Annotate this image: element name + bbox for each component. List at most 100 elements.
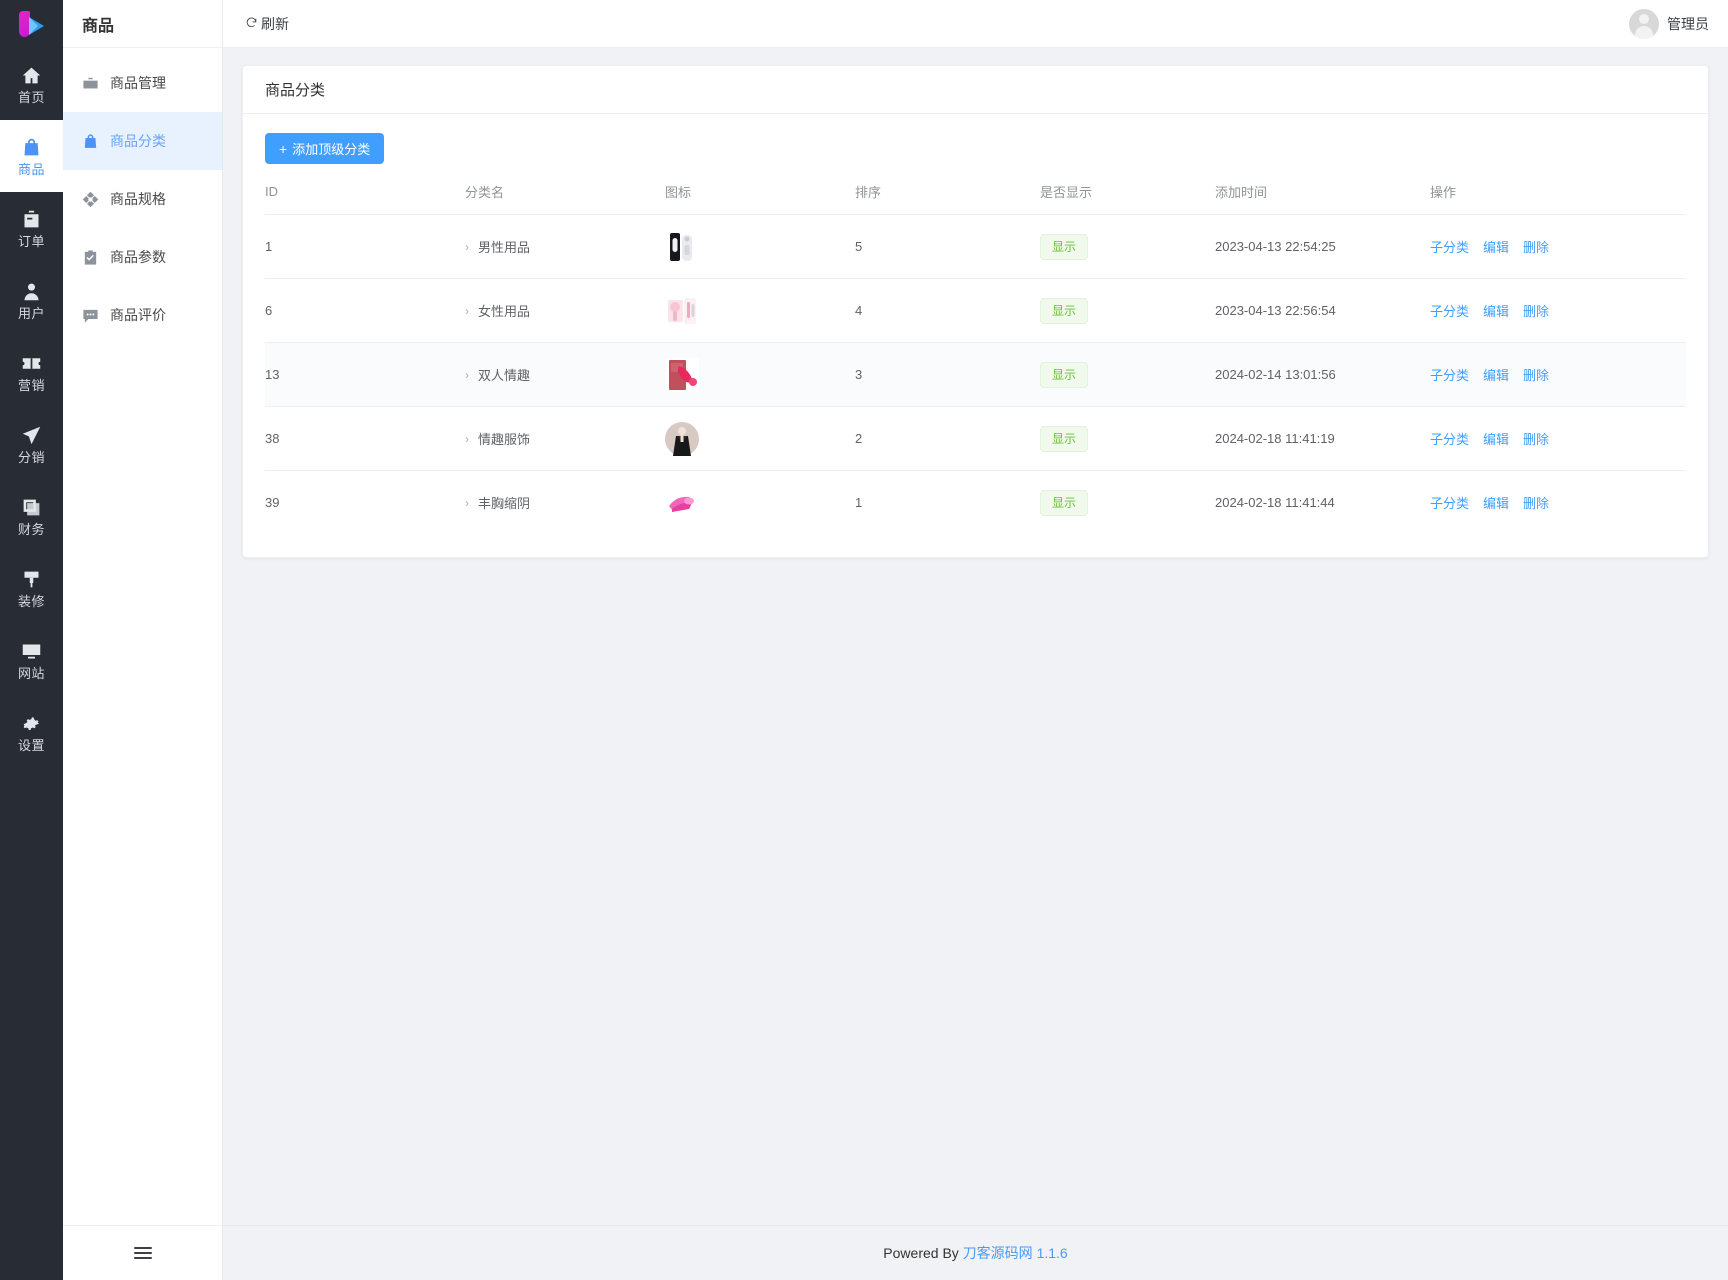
cell-sort: 4 <box>855 278 1040 343</box>
delete-link[interactable]: 删除 <box>1523 432 1550 447</box>
delete-link[interactable]: 删除 <box>1523 240 1550 255</box>
chevron-right-icon[interactable]: › <box>465 495 469 510</box>
refresh-icon <box>245 16 258 32</box>
sidebar-collapse-button[interactable] <box>63 1225 222 1280</box>
rail-item-label: 财务 <box>17 521 45 537</box>
rail-item-orders[interactable]: 订单 <box>0 192 63 264</box>
cell-visible: 显示 <box>1040 278 1215 343</box>
edit-link[interactable]: 编辑 <box>1483 432 1510 447</box>
rail-item-decoration[interactable]: 装修 <box>0 552 63 624</box>
column-header-actions: 操作 <box>1430 182 1686 215</box>
cell-name: › 情趣服饰 <box>465 406 665 471</box>
subcategory-link[interactable]: 子分类 <box>1430 304 1470 319</box>
category-name: 女性用品 <box>478 304 531 319</box>
app-logo[interactable] <box>0 0 63 48</box>
subcategory-link[interactable]: 子分类 <box>1430 432 1470 447</box>
status-badge: 显示 <box>1040 489 1089 516</box>
cell-sort: 1 <box>855 495 863 511</box>
cell-visible: 显示 <box>1040 214 1215 279</box>
cell-sort: 5 <box>855 214 1040 279</box>
category-name: 男性用品 <box>478 240 531 255</box>
logo-bar-shape <box>18 11 30 37</box>
subcategory-link[interactable]: 子分类 <box>1430 368 1470 383</box>
delete-link[interactable]: 删除 <box>1523 496 1550 512</box>
spec-icon <box>82 191 99 208</box>
cell-id: 38 <box>265 406 465 471</box>
delete-link[interactable]: 删除 <box>1523 304 1550 319</box>
sidebar-item-goods-params[interactable]: 商品参数 <box>63 228 222 286</box>
user-menu[interactable]: 管理员 <box>1629 8 1709 39</box>
table-body: 1 › 男性用品 <box>265 214 1686 535</box>
sidebar-item-goods-category[interactable]: 商品分类 <box>63 112 222 170</box>
table-row: 1 › 男性用品 <box>265 214 1686 279</box>
card-body: + 添加顶级分类 ID 分类名 图标 排序 是否显示 添加时间 <box>243 114 1708 557</box>
rail-item-goods[interactable]: 商品 <box>0 120 63 192</box>
category-card: 商品分类 + 添加顶级分类 ID 分类名 图标 排序 <box>242 65 1709 558</box>
rail-item-finance[interactable]: 财务 <box>0 480 63 552</box>
sidebar-item-goods-reviews[interactable]: 商品评价 <box>63 286 222 344</box>
footer-version: 1.1.6 <box>1036 1245 1068 1261</box>
cell-created: 2024-02-18 11:41:44 <box>1215 495 1335 511</box>
cell-icon <box>665 471 855 535</box>
chevron-right-icon[interactable]: › <box>465 431 469 446</box>
footer-link[interactable]: 刀客源码网 <box>962 1245 1033 1261</box>
chevron-right-icon[interactable]: › <box>465 367 469 382</box>
cell-actions: 子分类 编辑 删除 <box>1430 214 1686 279</box>
hamburger-icon <box>133 1247 152 1259</box>
cell-name: › 双人情趣 <box>465 342 665 407</box>
cell-id: 39 <box>265 495 280 511</box>
content-area: 商品分类 + 添加顶级分类 ID 分类名 图标 排序 <box>223 48 1728 1225</box>
rail-item-settings[interactable]: 设置 <box>0 696 63 768</box>
rail-item-label: 订单 <box>17 233 45 249</box>
rail-item-home[interactable]: 首页 <box>0 48 63 120</box>
edit-link[interactable]: 编辑 <box>1483 368 1510 383</box>
table-row: 39 › 丰胸缩阴 <box>265 471 1686 535</box>
gear-icon <box>21 713 42 734</box>
plus-icon: + <box>279 140 288 157</box>
column-header-visible: 是否显示 <box>1040 182 1215 215</box>
cell-visible: 显示 <box>1040 342 1215 407</box>
cell-created: 2023-04-13 22:56:54 <box>1215 278 1430 343</box>
status-badge: 显示 <box>1040 233 1089 260</box>
column-header-id: ID <box>265 182 465 215</box>
status-badge: 显示 <box>1040 425 1089 452</box>
cell-name: › 男性用品 <box>465 214 665 279</box>
category-name: 情趣服饰 <box>478 432 531 447</box>
rail-item-distribution[interactable]: 分销 <box>0 408 63 480</box>
chevron-right-icon[interactable]: › <box>465 239 469 254</box>
table-row: 38 › 情趣服饰 <box>265 406 1686 471</box>
primary-rail: 首页 商品 订单 用户 <box>0 0 63 1280</box>
cell-visible: 显示 <box>1040 471 1215 535</box>
rail-item-website[interactable]: 网站 <box>0 624 63 696</box>
card-header: 商品分类 <box>243 66 1708 114</box>
user-icon <box>21 281 42 302</box>
brush-icon <box>21 569 42 590</box>
sidebar-item-goods-spec[interactable]: 商品规格 <box>63 170 222 228</box>
sidebar-item-label: 商品参数 <box>110 249 166 265</box>
edit-link[interactable]: 编辑 <box>1483 240 1510 255</box>
edit-link[interactable]: 编辑 <box>1483 304 1510 319</box>
add-top-category-button[interactable]: + 添加顶级分类 <box>265 133 385 164</box>
table-row: 6 › 女性用品 <box>265 278 1686 343</box>
sidebar-item-goods-manage[interactable]: 商品管理 <box>63 54 222 112</box>
category-name: 丰胸缩阴 <box>478 496 531 512</box>
rail-item-marketing[interactable]: 营销 <box>0 336 63 408</box>
subcategory-link[interactable]: 子分类 <box>1430 240 1470 255</box>
chevron-right-icon[interactable]: › <box>465 303 469 318</box>
edit-link[interactable]: 编辑 <box>1483 496 1510 512</box>
refresh-button[interactable]: 刷新 <box>245 14 289 34</box>
sidebar-item-label: 商品评价 <box>110 307 166 323</box>
rail-item-list: 首页 商品 订单 用户 <box>0 48 63 768</box>
add-top-category-label: 添加顶级分类 <box>292 142 371 157</box>
sidebar-item-label: 商品管理 <box>110 75 166 91</box>
category-thumbnail <box>665 229 699 264</box>
column-header-name: 分类名 <box>465 182 665 215</box>
footer-prefix: Powered By <box>883 1245 959 1261</box>
subcategory-link[interactable]: 子分类 <box>1430 496 1470 512</box>
cell-sort: 3 <box>855 342 1040 407</box>
rail-item-users[interactable]: 用户 <box>0 264 63 336</box>
cell-created: 2024-02-18 11:41:19 <box>1215 406 1430 471</box>
delete-link[interactable]: 删除 <box>1523 368 1550 383</box>
category-thumbnail <box>665 293 699 328</box>
cell-id: 6 <box>265 278 465 343</box>
